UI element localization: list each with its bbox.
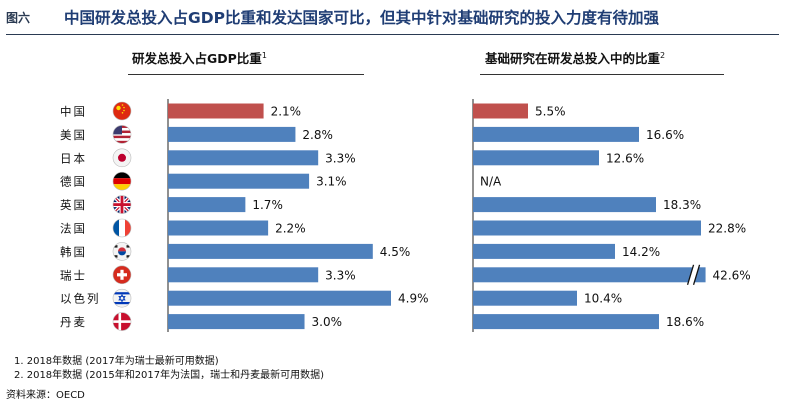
country-label: 英国 (60, 198, 87, 212)
figure-header: 图六 中国研发总投入占GDP比重和发达国家可比，但其中针对基础研究的投入力度有待… (6, 6, 779, 35)
uk-flag-icon (112, 195, 132, 214)
right-bar (473, 103, 528, 119)
right-chart-title-underline (480, 74, 724, 75)
left-chart-footnote-mark: 1 (261, 50, 267, 60)
right-bar-value-label: 12.6% (606, 151, 644, 165)
japan-flag-icon (112, 148, 132, 168)
left-bar-value-label: 2.2% (275, 222, 306, 236)
figure-label: 图六 (6, 11, 31, 25)
country-label: 美国 (60, 128, 87, 142)
left-bar-value-label: 3.3% (325, 151, 356, 165)
left-bar (168, 314, 305, 330)
left-bar (168, 173, 310, 189)
country-label: 韩国 (60, 245, 87, 259)
left-chart-title: 研发总投入占GDP比重1 (132, 48, 267, 67)
source-note: 资料来源：OECD (6, 390, 85, 401)
right-bar (473, 197, 656, 213)
country-label: 法国 (60, 222, 87, 236)
footnote-1: 1. 2018年数据 (2017年为瑞士最新可用数据) (14, 356, 219, 367)
left-chart-title-underline (128, 74, 364, 75)
left-bar (168, 290, 391, 306)
right-bar-value-label: 5.5% (535, 105, 566, 119)
right-chart-title: 基础研究在研发总投入中的比重2 (485, 48, 665, 67)
right-bar (473, 220, 701, 236)
switzerland-flag-icon (112, 265, 132, 285)
country-label: 日本 (60, 151, 87, 165)
korea-flag-icon (112, 242, 132, 261)
figure-title: 中国研发总投入占GDP比重和发达国家可比，但其中针对基础研究的投入力度有待加强 (64, 9, 659, 27)
right-bar (473, 126, 639, 142)
right-bar-value-label: 14.2% (622, 245, 660, 259)
axis-break-mark (687, 264, 700, 285)
china-flag-icon (112, 101, 132, 121)
germany-flag-icon (112, 171, 132, 191)
left-bar-value-label: 4.5% (380, 245, 411, 259)
axis-break-line (686, 264, 695, 285)
right-chart-title-text: 基础研究在研发总投入中的比重 (485, 51, 661, 66)
left-bar-value-label: 3.1% (316, 175, 347, 189)
left-bar (168, 220, 269, 236)
axis-break-line (692, 264, 701, 285)
country-label: 中国 (60, 105, 87, 119)
right-bar-na-label: N/A (480, 175, 502, 189)
left-bar-value-label: 4.9% (398, 292, 429, 306)
right-bar (473, 243, 615, 259)
right-bar-value-label: 18.6% (666, 315, 704, 329)
left-bar-value-label: 3.0% (312, 315, 343, 329)
right-bar-value-label: 16.6% (646, 128, 684, 142)
right-chart-footnote-mark: 2 (660, 50, 666, 60)
left-bar-value-label: 1.7% (252, 198, 283, 212)
right-bar-value-label: 10.4% (584, 292, 622, 306)
usa-flag-icon (112, 125, 132, 144)
israel-flag-icon (112, 288, 132, 308)
right-bar (473, 150, 599, 166)
right-bar (473, 267, 706, 283)
france-flag-icon (112, 218, 132, 238)
right-bar (473, 290, 577, 306)
right-bar-value-label: 42.6% (713, 268, 751, 282)
country-label: 德国 (60, 175, 87, 189)
left-bar (168, 267, 319, 283)
left-bar-value-label: 3.3% (325, 268, 356, 282)
left-bar (168, 126, 296, 142)
left-bar-value-label: 2.8% (302, 128, 333, 142)
left-bar-value-label: 2.1% (271, 105, 302, 119)
country-label: 以色列 (60, 292, 101, 306)
right-bar-value-label: 18.3% (663, 198, 701, 212)
country-label: 瑞士 (60, 268, 87, 282)
left-bar (168, 150, 319, 166)
left-bar (168, 243, 373, 259)
denmark-flag-icon (112, 312, 132, 331)
right-bar-value-label: 22.8% (708, 222, 746, 236)
left-bar (168, 103, 264, 119)
left-chart-title-text: 研发总投入占GDP比重 (132, 51, 262, 66)
footnote-2: 2. 2018年数据 (2015年和2017年为法国，瑞士和丹麦最新可用数据) (14, 370, 325, 381)
right-bar (473, 314, 659, 330)
country-label: 丹麦 (60, 315, 87, 329)
left-bar (168, 197, 246, 213)
